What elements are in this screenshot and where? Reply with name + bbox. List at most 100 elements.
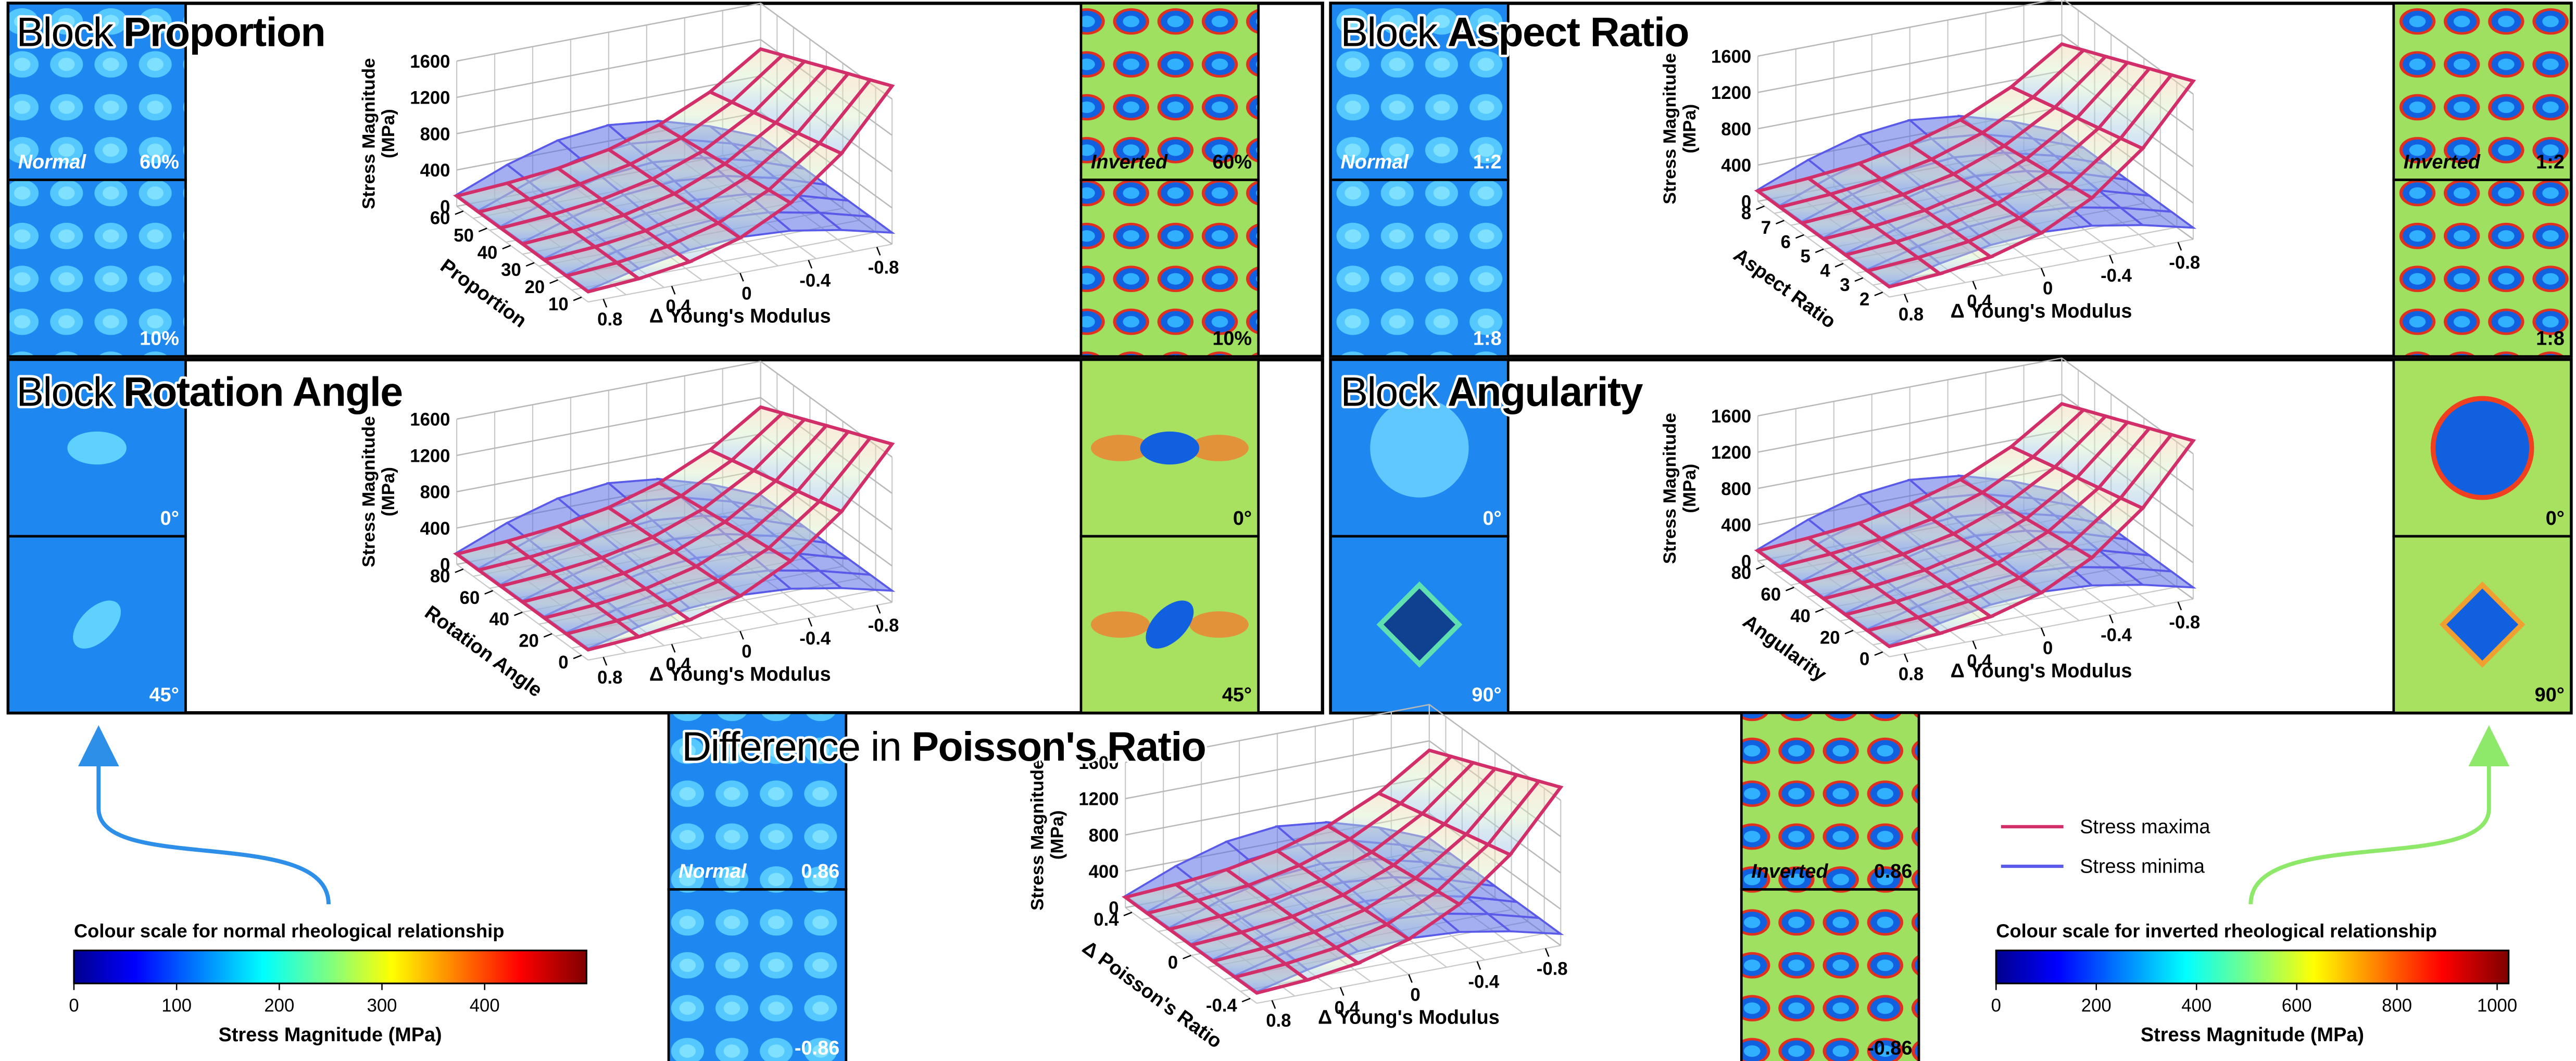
y-tick-label: 3 (1840, 275, 1850, 295)
y-tick (1844, 629, 1854, 635)
legend-label: Stress minima (2080, 856, 2205, 878)
y-tick (1756, 565, 1765, 570)
surface-cell (2117, 566, 2197, 589)
x-tick-label: 0.8 (597, 668, 622, 688)
wall-grid-line (1757, 357, 2194, 454)
title-prefix: Block (1340, 369, 1438, 415)
arrow (78, 725, 331, 904)
tile-value: 90° (1472, 684, 1501, 706)
x-tick-label: 0.4 (665, 297, 691, 317)
y-tick-label: 80 (1731, 563, 1752, 583)
z-axis-label: Stress Magnitude (1027, 760, 1047, 911)
y-tick-label: 60 (1761, 585, 1781, 604)
tile-border (1079, 535, 1260, 714)
y-tick-label: 0 (1859, 650, 1869, 670)
x-tick-label: 0 (2043, 279, 2053, 299)
y-tick (1183, 954, 1191, 959)
y-tick-label: 5 (1800, 247, 1810, 267)
z-axis-label: (MPa) (379, 109, 398, 158)
z-tick-label: 0 (1741, 552, 1751, 572)
colour-tick-label: 0 (69, 996, 79, 1016)
colour-scale: Colour scale for inverted rheological re… (1991, 920, 2517, 1046)
stress-map (1330, 180, 1509, 357)
z-tick-label: 1600 (410, 410, 450, 430)
title-main: Rotation Angle (123, 369, 403, 415)
colour-tick-label: 600 (2282, 996, 2312, 1016)
tile-border (7, 179, 187, 358)
block (2430, 396, 2534, 500)
z-tick-label: 0 (1109, 899, 1119, 918)
arrow (2248, 725, 2510, 904)
z-tick-label: 1200 (1711, 83, 1751, 103)
surface-cell (1485, 779, 1564, 857)
y-tick-label: 20 (1820, 628, 1840, 648)
colour-tick-label: 0 (1991, 996, 2001, 1016)
stress-map (1080, 3, 1259, 180)
y-tick-label: 80 (430, 566, 450, 586)
z-tick-label: 0 (440, 197, 450, 217)
tile-value: 0.86 (801, 861, 840, 882)
x-tick-label: -0.4 (1468, 972, 1499, 992)
colour-tick-label: 1000 (2477, 996, 2517, 1016)
z-axis-label: (MPa) (379, 467, 398, 516)
y-tick (1123, 912, 1133, 916)
block (67, 431, 127, 465)
x-tick (2040, 268, 2045, 277)
title-main: Angularity (1448, 369, 1643, 415)
surface-cell (816, 436, 895, 514)
x-tick-label: 0 (1410, 985, 1420, 1005)
x-axis-label: Δ Young's Modulus (1318, 1007, 1500, 1029)
z-axis-label: (MPa) (1680, 464, 1700, 513)
y-tick (1854, 277, 1864, 282)
x-tick (739, 630, 744, 640)
x-tick-label: -0.4 (2101, 626, 2132, 646)
z-tick-label: 1600 (1711, 47, 1751, 67)
tile-value: 60% (1212, 151, 1252, 173)
block (1370, 398, 1469, 498)
colour-tick-label: 400 (470, 996, 500, 1016)
panel-title: Block Proportion (17, 9, 325, 55)
x-tick (1339, 987, 1344, 996)
tile-border (7, 535, 187, 714)
tile-value: 0° (2546, 508, 2565, 529)
stress-lobe (1090, 611, 1150, 638)
title-main: Poisson's Ratio (911, 723, 1205, 769)
stress-map (2393, 180, 2571, 357)
y-tick (573, 654, 582, 660)
wall-grid-line (1125, 704, 1561, 801)
title-prefix: Block (17, 9, 114, 55)
y-tick (525, 262, 535, 267)
z-tick-label: 800 (1089, 826, 1119, 845)
z-tick-label: 800 (420, 483, 450, 502)
x-tick-label: 0.4 (1335, 998, 1360, 1018)
z-tick-label: 400 (420, 161, 450, 181)
tile-label: Normal (18, 151, 87, 173)
tile-value: 1:2 (2536, 151, 2565, 173)
x-tick-label: 0.8 (597, 310, 622, 330)
y-tick (1756, 205, 1765, 210)
z-axis-label: (MPa) (1047, 810, 1067, 860)
y-tick (1874, 651, 1883, 656)
x-tick (2109, 614, 2114, 624)
panel-title: Block Rotation Angle (17, 369, 403, 415)
y-tick-label: 0 (1168, 953, 1178, 972)
tile-border (1329, 535, 1510, 714)
z-tick-label: 1200 (1711, 443, 1751, 463)
z-tick-label: 0 (1741, 192, 1751, 212)
x-axis-label: Δ Young's Modulus (1951, 300, 2132, 322)
x-tick-label: 0 (742, 642, 751, 662)
z-tick-label: 400 (420, 519, 450, 539)
x-tick-label: 0 (2043, 639, 2053, 659)
z-tick-label: 1600 (1078, 753, 1119, 773)
x-tick (1544, 948, 1550, 957)
z-tick-label: 1600 (1711, 407, 1751, 426)
tile-label: Inverted (2404, 151, 2481, 173)
tile-value: 0° (1233, 508, 1252, 529)
tile-value: 0.86 (1874, 861, 1913, 882)
x-tick (876, 604, 881, 614)
tile-label: Normal (678, 861, 747, 882)
z-axis-label: (MPa) (1680, 104, 1700, 154)
